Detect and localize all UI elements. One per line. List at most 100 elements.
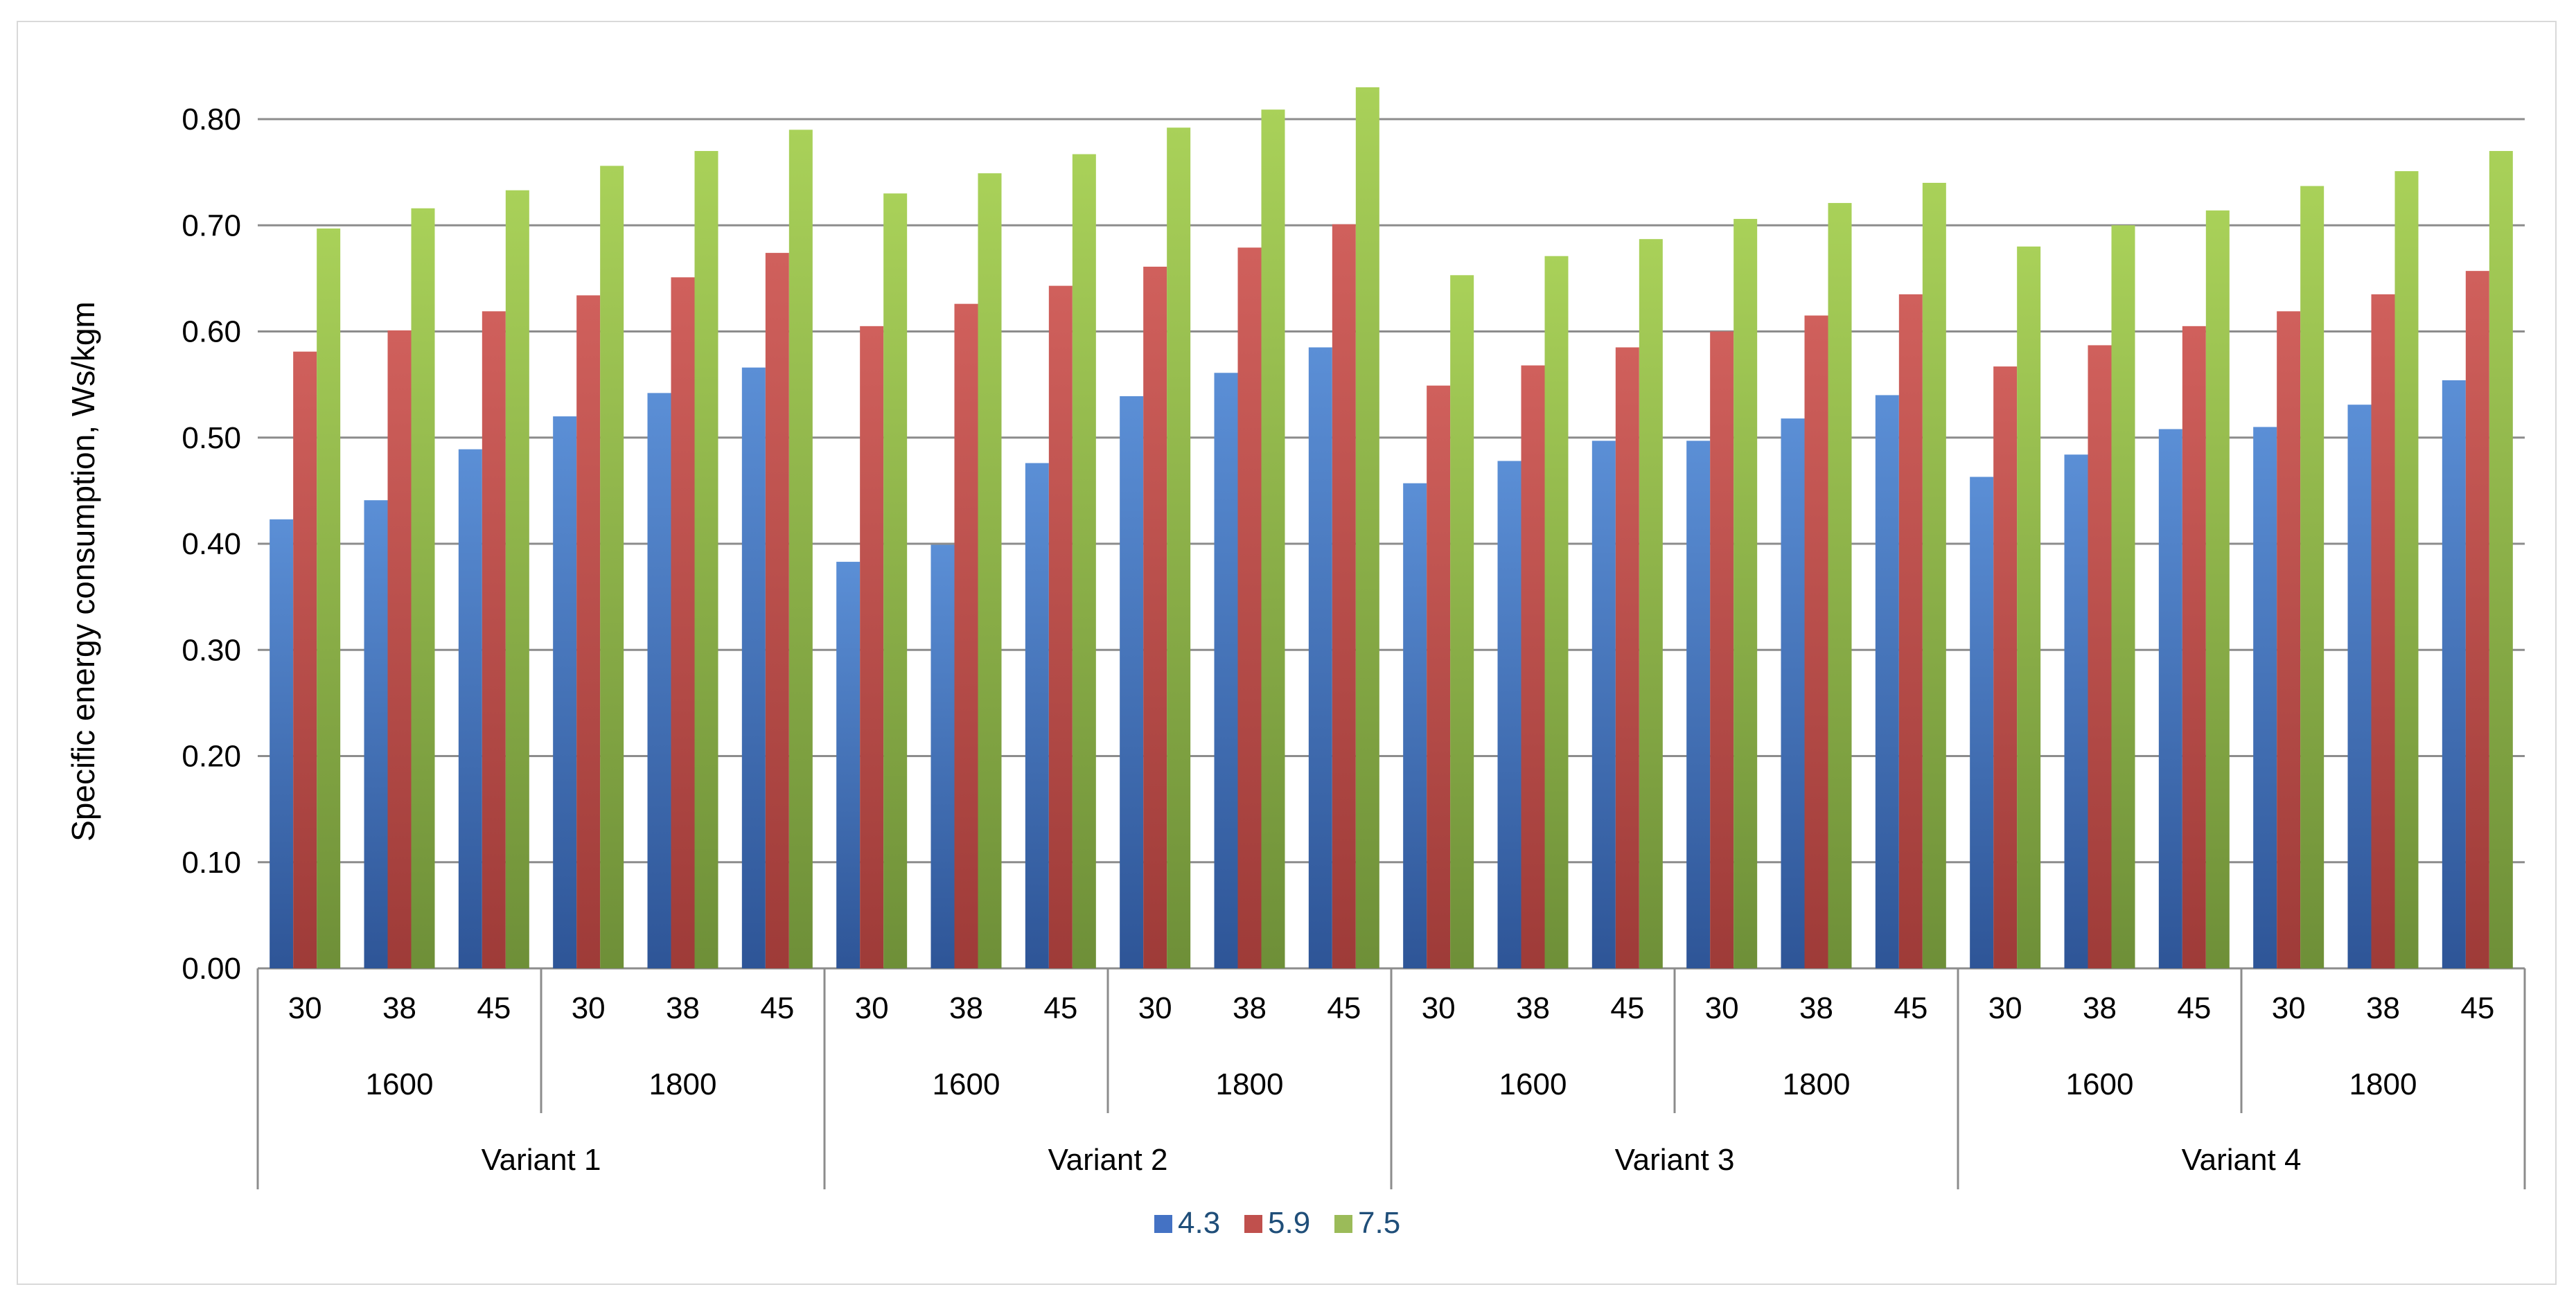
x-tick-label: 38 [2366,991,2400,1025]
x-tick-label: 30 [572,991,606,1025]
x-tick-label: 30 [1422,991,1456,1025]
bar-5.9-17 [1898,294,1923,968]
bar-4.3-2 [458,449,482,968]
bar-4.3-11 [1308,347,1332,968]
bar-4.3-4 [647,393,671,968]
x-group-label: 1800 [1783,1067,1851,1101]
x-tick-label: 38 [1233,991,1267,1025]
x-axis: 30 38 45 30 38 45 30 38 45 30 38 45 30 38 45 30 38 45 30 38… [256,968,2526,1189]
x-tick-label: 38 [949,991,983,1025]
bar-5.9-4 [671,277,695,968]
bar-4.3-20 [2158,429,2182,968]
bar-4.3-5 [741,367,766,968]
bar-5.9-1 [387,330,412,968]
x-variant-label: Variant 4 [2182,1143,2302,1177]
bar-7.5-7 [978,173,1002,969]
bar-4.3-18 [1970,477,1994,968]
bar-5.9-19 [2088,345,2112,968]
x-tick-label: 38 [1516,991,1550,1025]
bar-5.9-7 [954,303,978,968]
x-variant-label: Variant 2 [1048,1143,1168,1177]
bar-chart: 0.000.100.200.300.400.500.600.700.80 30 3… [65,87,2526,1240]
bar-7.5-1 [411,208,435,969]
bar-7.5-22 [2394,171,2419,968]
bar-5.9-5 [765,253,789,969]
y-tick-label: 0.30 [182,633,241,667]
legend-swatch-4.3 [1154,1215,1172,1233]
x-tick-label: 45 [1043,991,1077,1025]
x-tick-label: 38 [1799,991,1833,1025]
bar-7.5-20 [2205,210,2230,968]
bar-4.3-19 [2064,454,2088,968]
bar-7.5-12 [1450,275,1474,969]
bar-5.9-15 [1710,331,1734,968]
x-tick-label: 45 [760,991,794,1025]
bar-7.5-21 [2300,186,2324,968]
bar-4.3-1 [364,500,388,968]
bar-7.5-8 [1072,154,1096,968]
bar-7.5-23 [2489,150,2513,969]
bar-5.9-9 [1143,267,1167,969]
x-tick-label: 30 [2272,991,2306,1025]
x-group-label: 1600 [1499,1067,1567,1101]
bar-5.9-3 [576,295,601,968]
x-tick-label: 45 [1610,991,1644,1025]
x-tick-label: 45 [1327,991,1361,1025]
bar-4.3-13 [1497,461,1521,968]
bar-5.9-21 [2277,311,2301,968]
bar-4.3-15 [1686,441,1711,968]
x-group-label: 1800 [1216,1067,1284,1101]
bar-4.3-12 [1403,483,1427,968]
x-tick-label: 45 [2177,991,2211,1025]
bar-7.5-6 [883,193,908,968]
legend-label-5.9: 5.9 [1268,1206,1310,1240]
bar-5.9-14 [1615,347,1639,968]
y-tick-label: 0.40 [182,527,241,561]
legend-swatch-7.5 [1334,1215,1352,1233]
x-tick-label: 38 [666,991,700,1025]
x-tick-label: 30 [1138,991,1172,1025]
bar-7.5-2 [505,190,529,968]
legend: 4.3 5.9 7.5 [1154,1206,1400,1240]
bar-5.9-0 [293,351,317,968]
x-tick-label: 45 [2460,991,2494,1025]
bar-5.9-18 [1993,366,2018,968]
y-tick-label: 0.70 [182,208,241,242]
y-tick-label: 0.80 [182,103,241,136]
bar-7.5-17 [1922,182,1946,969]
x-group-label: 1800 [2349,1067,2417,1101]
bar-5.9-2 [482,311,506,968]
x-group-label: 1600 [933,1067,1000,1101]
x-tick-label: 30 [1705,991,1739,1025]
bar-4.3-8 [1025,463,1049,968]
bar-7.5-5 [788,130,813,969]
bar-7.5-13 [1544,256,1569,968]
bar-5.9-12 [1427,385,1451,968]
bar-7.5-4 [694,150,718,969]
bar-5.9-13 [1521,365,1545,968]
bar-4.3-9 [1120,396,1144,968]
bar-7.5-9 [1167,127,1191,968]
bar-7.5-14 [1639,239,1663,968]
bar-5.9-22 [2371,294,2395,968]
x-group-label: 1800 [649,1067,717,1101]
bar-4.3-22 [2347,405,2372,968]
x-tick-label: 30 [1988,991,2022,1025]
bar-4.3-23 [2442,380,2466,968]
legend-label-7.5: 7.5 [1358,1206,1400,1240]
bar-5.9-11 [1332,224,1356,968]
x-tick-label: 45 [477,991,511,1025]
bar-7.5-19 [2111,225,2135,968]
legend-label-4.3: 4.3 [1178,1206,1220,1240]
x-tick-label: 38 [2083,991,2117,1025]
chart-frame: 0.00 0.10 0.20 0.30 0.40 0.50 0.60 0.70 0.80 30 3… [17,21,2557,1285]
bar-4.3-16 [1781,418,1805,968]
bar-5.9-23 [2465,271,2489,969]
x-group-label: 1600 [2066,1067,2134,1101]
bar-7.5-0 [317,228,341,968]
bars [270,87,2513,969]
y-tick-label: 0.00 [182,952,241,986]
bar-4.3-7 [930,544,955,968]
bar-5.9-8 [1048,285,1073,968]
bar-4.3-17 [1875,395,1899,968]
